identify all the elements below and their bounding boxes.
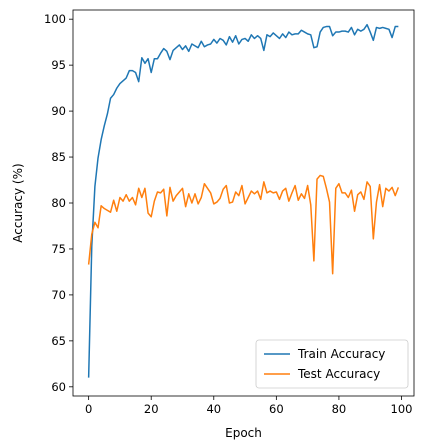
x-tick-label: 40: [206, 402, 221, 416]
legend: Train Accuracy Test Accuracy: [255, 339, 409, 389]
plot-frame: [72, 9, 415, 397]
x-tick-label: 80: [332, 402, 347, 416]
y-tick-label: 60: [51, 380, 66, 394]
y-axis: 60 65 70 75 80 85 90 95 100: [44, 12, 73, 394]
x-axis: 0 20 40 60 80 100: [85, 396, 412, 416]
legend-label-0: Train Accuracy: [297, 347, 385, 361]
y-tick-label: 90: [51, 104, 66, 118]
y-axis-label: Accuracy (%): [11, 163, 25, 242]
y-tick-label: 70: [51, 288, 66, 302]
legend-label-1: Test Accuracy: [297, 367, 380, 381]
y-tick-label: 75: [51, 242, 66, 256]
y-tick-label: 95: [51, 58, 66, 72]
series-line-0: [87, 23, 399, 378]
y-tick-label: 100: [44, 12, 66, 26]
x-axis-label: Epoch: [225, 426, 262, 440]
y-tick-label: 85: [51, 150, 66, 164]
x-tick-label: 0: [85, 402, 92, 416]
legend-box: [255, 339, 409, 389]
x-tick-label: 100: [391, 402, 413, 416]
y-tick-label: 65: [51, 334, 66, 348]
y-tick-label: 80: [51, 196, 66, 210]
x-tick-label: 20: [144, 402, 159, 416]
series-layer: [87, 23, 400, 378]
series-line-1: [87, 174, 400, 275]
x-tick-label: 60: [269, 402, 284, 416]
